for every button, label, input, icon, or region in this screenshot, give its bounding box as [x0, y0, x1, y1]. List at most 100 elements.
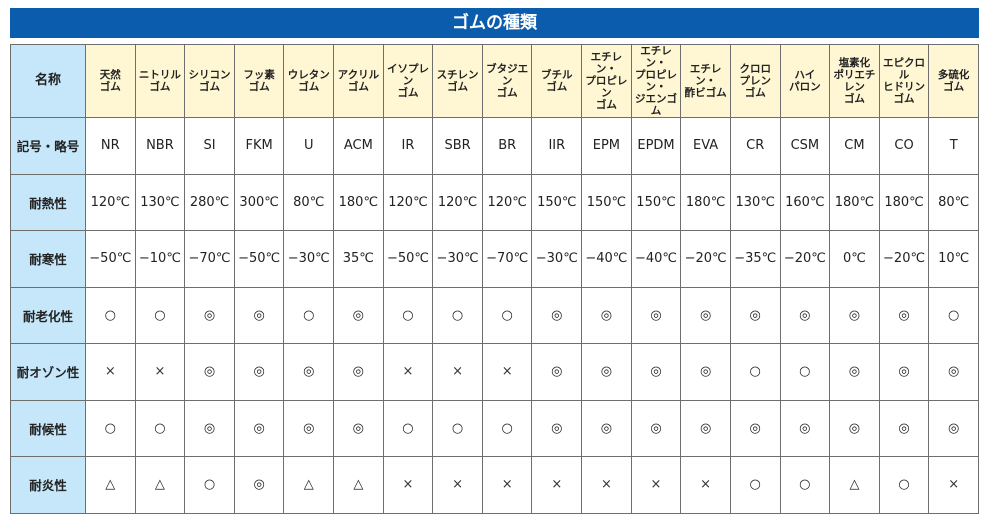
- column-header: スチレン ゴム: [432, 44, 483, 118]
- value-cell: −50℃: [382, 230, 434, 288]
- value-cell: 80℃: [283, 173, 335, 231]
- rating-cell: ◎: [680, 343, 731, 401]
- rating-cell: ○: [432, 286, 483, 344]
- rating-cell: ×: [531, 456, 583, 514]
- value-cell: 130℃: [134, 173, 186, 231]
- value-cell: −30℃: [432, 230, 483, 288]
- rating-cell: ◎: [779, 286, 831, 344]
- rating-cell: ◎: [928, 399, 979, 457]
- value-cell: 35℃: [333, 230, 384, 288]
- value-cell: 80℃: [928, 173, 979, 231]
- rating-cell: ◎: [829, 399, 880, 457]
- rating-cell: ×: [481, 456, 533, 514]
- rating-cell: ×: [382, 456, 434, 514]
- value-cell: −30℃: [283, 230, 335, 288]
- rating-cell: ○: [878, 456, 930, 514]
- row-label: 耐候性: [10, 399, 86, 457]
- value-cell: 300℃: [233, 173, 285, 231]
- rating-cell: ○: [432, 399, 483, 457]
- rating-cell: ×: [432, 343, 483, 401]
- rating-cell: ×: [382, 343, 434, 401]
- value-cell: −20℃: [779, 230, 831, 288]
- rating-cell: ○: [134, 286, 186, 344]
- column-header: 塩素化 ポリエチレン ゴム: [829, 44, 880, 118]
- rating-cell: ◎: [581, 399, 632, 457]
- value-cell: 130℃: [729, 173, 781, 231]
- rating-cell: ◎: [333, 286, 384, 344]
- value-cell: 150℃: [531, 173, 583, 231]
- value-cell: 120℃: [432, 173, 483, 231]
- table-row: 耐老化性 ○ ○ ◎ ◎ ○ ◎ ○ ○ ○ ◎ ◎ ◎ ◎ ◎ ◎ ◎ ◎ ○: [10, 286, 979, 344]
- rating-cell: ◎: [333, 343, 384, 401]
- column-header: エチレン・ 酢ビゴム: [680, 44, 731, 118]
- column-header: 多硫化 ゴム: [928, 44, 979, 118]
- rating-cell: △: [85, 456, 136, 514]
- rating-cell: ◎: [680, 399, 731, 457]
- page-title: ゴムの種類: [10, 8, 979, 38]
- rating-cell: ×: [928, 456, 979, 514]
- rating-cell: ◎: [829, 286, 880, 344]
- row-label: 耐オゾン性: [10, 343, 86, 401]
- value-cell: 180℃: [878, 173, 930, 231]
- rating-cell: ×: [481, 343, 533, 401]
- rating-cell: ◎: [779, 399, 831, 457]
- value-cell: 150℃: [630, 173, 682, 231]
- rating-cell: ◎: [581, 343, 632, 401]
- header-row: 名称 天然 ゴム ニトリル ゴム シリコン ゴム フッ素 ゴム ウレタン ゴム アクリル …: [10, 44, 979, 118]
- value-cell: T: [928, 117, 979, 175]
- rating-cell: ○: [85, 286, 136, 344]
- rating-cell: ×: [581, 456, 632, 514]
- rating-cell: ○: [779, 343, 831, 401]
- value-cell: −70℃: [184, 230, 235, 288]
- value-cell: 150℃: [581, 173, 632, 231]
- value-cell: IIR: [531, 117, 583, 175]
- rating-cell: ○: [184, 456, 235, 514]
- rating-cell: ◎: [581, 286, 632, 344]
- value-cell: −40℃: [630, 230, 682, 288]
- column-header: ブチル ゴム: [531, 44, 583, 118]
- value-cell: −20℃: [878, 230, 930, 288]
- column-header: ハイ パロン: [779, 44, 831, 118]
- column-header: フッ素 ゴム: [233, 44, 285, 118]
- value-cell: −50℃: [85, 230, 136, 288]
- rating-cell: ○: [134, 399, 186, 457]
- rating-cell: ×: [432, 456, 483, 514]
- rating-cell: ○: [729, 456, 781, 514]
- column-header: イソプレン ゴム: [382, 44, 434, 118]
- rating-cell: ◎: [729, 286, 781, 344]
- rating-cell: ◎: [184, 343, 235, 401]
- rating-cell: ◎: [531, 343, 583, 401]
- rating-cell: ○: [481, 399, 533, 457]
- table-row: 耐炎性 △ △ ○ ◎ △ △ × × × × × × × ○ ○ △ ○ ×: [10, 456, 979, 514]
- column-header: ウレタン ゴム: [283, 44, 335, 118]
- rating-cell: ◎: [233, 456, 285, 514]
- value-cell: −30℃: [531, 230, 583, 288]
- rating-cell: ○: [928, 286, 979, 344]
- value-cell: U: [283, 117, 335, 175]
- table-row: 耐熱性 120℃ 130℃ 280℃ 300℃ 80℃ 180℃ 120℃ 120℃ 120℃ 15…: [10, 173, 979, 231]
- value-cell: −40℃: [581, 230, 632, 288]
- rating-cell: ○: [779, 456, 831, 514]
- table-row: 記号・略号 NR NBR SI FKM U ACM IR SBR BR IIR EPM EPDM EVA C…: [10, 117, 979, 175]
- column-header: 天然 ゴム: [85, 44, 136, 118]
- rating-cell: ◎: [531, 286, 583, 344]
- value-cell: 120℃: [481, 173, 533, 231]
- rating-cell: ◎: [878, 343, 930, 401]
- column-header: ニトリル ゴム: [134, 44, 186, 118]
- rating-cell: ◎: [680, 286, 731, 344]
- value-cell: CO: [878, 117, 930, 175]
- value-cell: 160℃: [779, 173, 831, 231]
- row-label: 記号・略号: [10, 117, 86, 175]
- value-cell: 120℃: [85, 173, 136, 231]
- value-cell: CSM: [779, 117, 831, 175]
- table-row: 耐候性 ○ ○ ◎ ◎ ◎ ◎ ○ ○ ○ ◎ ◎ ◎ ◎ ◎ ◎ ◎ ◎ ◎: [10, 399, 979, 457]
- value-cell: EVA: [680, 117, 731, 175]
- column-header: エチレン・ プロピレン・ ジエンゴム: [630, 44, 682, 118]
- rating-cell: ×: [630, 456, 682, 514]
- value-cell: −20℃: [680, 230, 731, 288]
- rating-cell: ◎: [184, 286, 235, 344]
- value-cell: 280℃: [184, 173, 235, 231]
- value-cell: 180℃: [333, 173, 384, 231]
- rating-cell: △: [333, 456, 384, 514]
- value-cell: −10℃: [134, 230, 186, 288]
